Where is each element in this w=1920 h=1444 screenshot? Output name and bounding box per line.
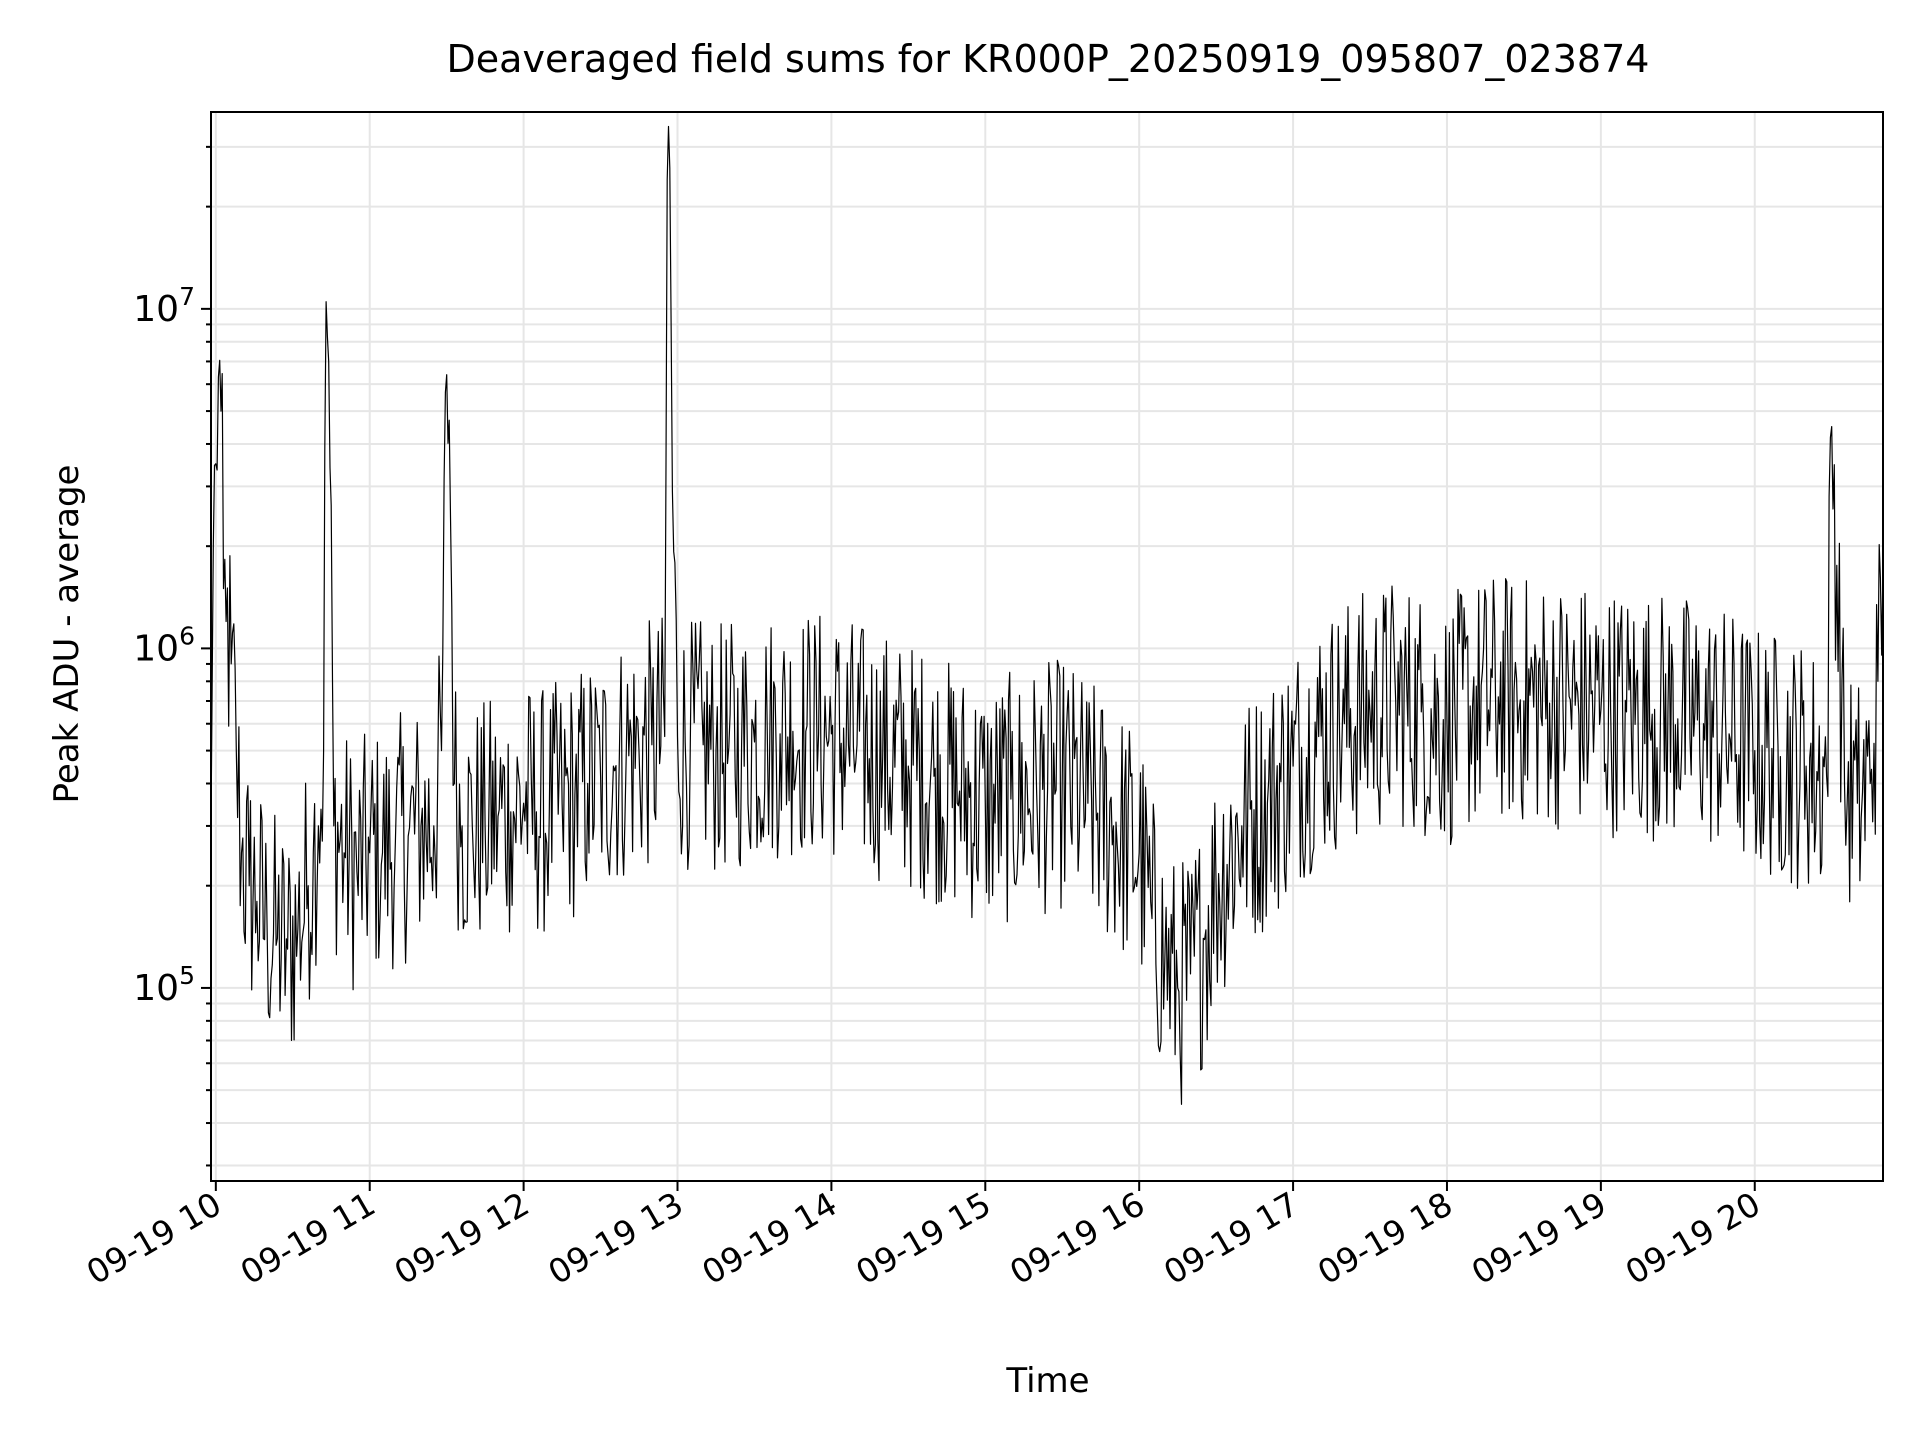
- y-tick-label: 106: [133, 621, 195, 669]
- x-tick-label: 09-19 18: [1311, 1184, 1459, 1292]
- x-axis-label: Time: [1005, 1361, 1089, 1401]
- chart-title: Deaveraged field sums for KR000P_2025091…: [447, 37, 1650, 81]
- x-axis: 09-19 10 09-19 11 09-19 12 09-19 13 09-19 14…: [80, 1181, 1767, 1292]
- grid: [211, 112, 1883, 1181]
- x-tick-label: 09-19 20: [1619, 1184, 1767, 1292]
- y-tick-label: 105: [133, 961, 195, 1009]
- series-line: [210, 125, 1884, 1105]
- x-tick-label: 09-19 13: [542, 1184, 690, 1292]
- x-tick-label: 09-19 14: [695, 1184, 843, 1292]
- x-tick-label: 09-19 10: [80, 1184, 228, 1292]
- y-axis: 105 106 107: [133, 145, 211, 1167]
- x-tick-label: 09-19 11: [234, 1184, 382, 1292]
- y-axis-label: Peak ADU - average: [47, 465, 87, 804]
- series-layer: [210, 125, 1884, 1105]
- x-tick-label: 09-19 16: [1003, 1184, 1151, 1292]
- x-tick-label: 09-19 15: [849, 1184, 997, 1292]
- y-tick-label: 107: [133, 282, 195, 330]
- x-tick-label: 09-19 17: [1157, 1184, 1305, 1292]
- plot-frame: [210, 111, 1884, 1182]
- x-tick-label: 09-19 19: [1465, 1184, 1613, 1292]
- x-tick-label: 09-19 12: [388, 1184, 536, 1292]
